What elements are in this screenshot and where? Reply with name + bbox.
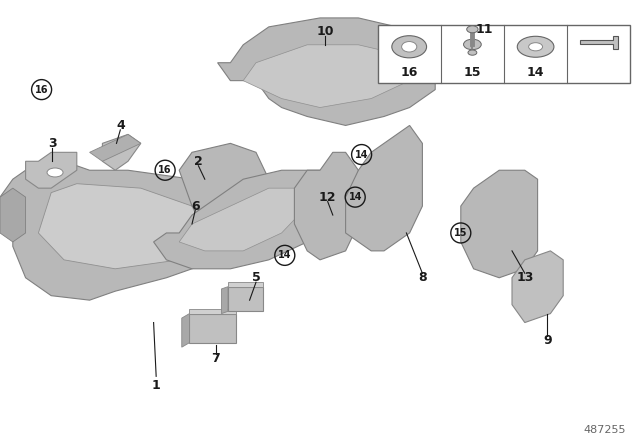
Polygon shape bbox=[179, 143, 269, 224]
Text: 15: 15 bbox=[463, 66, 481, 79]
Polygon shape bbox=[90, 134, 141, 161]
Ellipse shape bbox=[402, 42, 417, 52]
Text: 12: 12 bbox=[319, 190, 337, 204]
Ellipse shape bbox=[529, 43, 543, 51]
Text: 14: 14 bbox=[527, 66, 545, 79]
Ellipse shape bbox=[392, 36, 427, 58]
Ellipse shape bbox=[517, 36, 554, 57]
Polygon shape bbox=[182, 314, 189, 347]
Text: 16: 16 bbox=[35, 85, 49, 95]
Polygon shape bbox=[189, 309, 236, 314]
Text: 10: 10 bbox=[316, 25, 334, 38]
Text: 14: 14 bbox=[278, 250, 292, 260]
Ellipse shape bbox=[482, 49, 491, 57]
Polygon shape bbox=[38, 184, 205, 269]
Text: 15: 15 bbox=[454, 228, 468, 238]
Polygon shape bbox=[221, 287, 228, 314]
Polygon shape bbox=[580, 36, 618, 49]
Text: 13: 13 bbox=[516, 271, 534, 284]
Polygon shape bbox=[218, 18, 435, 125]
Polygon shape bbox=[294, 152, 358, 260]
Polygon shape bbox=[154, 170, 333, 269]
Ellipse shape bbox=[467, 26, 478, 33]
Text: 11: 11 bbox=[476, 22, 493, 36]
Text: 487255: 487255 bbox=[584, 425, 626, 435]
Text: 2: 2 bbox=[194, 155, 203, 168]
Text: 16: 16 bbox=[158, 165, 172, 175]
Polygon shape bbox=[243, 45, 410, 108]
Polygon shape bbox=[102, 134, 141, 170]
Text: 8: 8 bbox=[418, 271, 427, 284]
Ellipse shape bbox=[468, 50, 477, 55]
Text: 5: 5 bbox=[252, 271, 260, 284]
Text: 14: 14 bbox=[348, 192, 362, 202]
Text: 16: 16 bbox=[401, 66, 418, 79]
Polygon shape bbox=[0, 161, 243, 300]
Polygon shape bbox=[228, 282, 263, 287]
Text: 1: 1 bbox=[152, 379, 161, 392]
Bar bbox=[228, 287, 263, 311]
Ellipse shape bbox=[463, 39, 481, 50]
Polygon shape bbox=[179, 188, 307, 251]
Bar bbox=[378, 25, 630, 83]
Bar bbox=[189, 314, 236, 343]
Ellipse shape bbox=[47, 168, 63, 177]
Polygon shape bbox=[0, 188, 26, 242]
Ellipse shape bbox=[477, 46, 495, 60]
Polygon shape bbox=[26, 152, 77, 188]
Polygon shape bbox=[512, 251, 563, 323]
Text: 4: 4 bbox=[116, 119, 125, 132]
Polygon shape bbox=[346, 125, 422, 251]
Text: 3: 3 bbox=[48, 137, 57, 150]
Polygon shape bbox=[461, 170, 538, 278]
Text: 6: 6 bbox=[191, 199, 200, 213]
Text: 7: 7 bbox=[211, 352, 220, 365]
Text: 9: 9 bbox=[543, 334, 552, 347]
Text: 14: 14 bbox=[355, 150, 369, 159]
